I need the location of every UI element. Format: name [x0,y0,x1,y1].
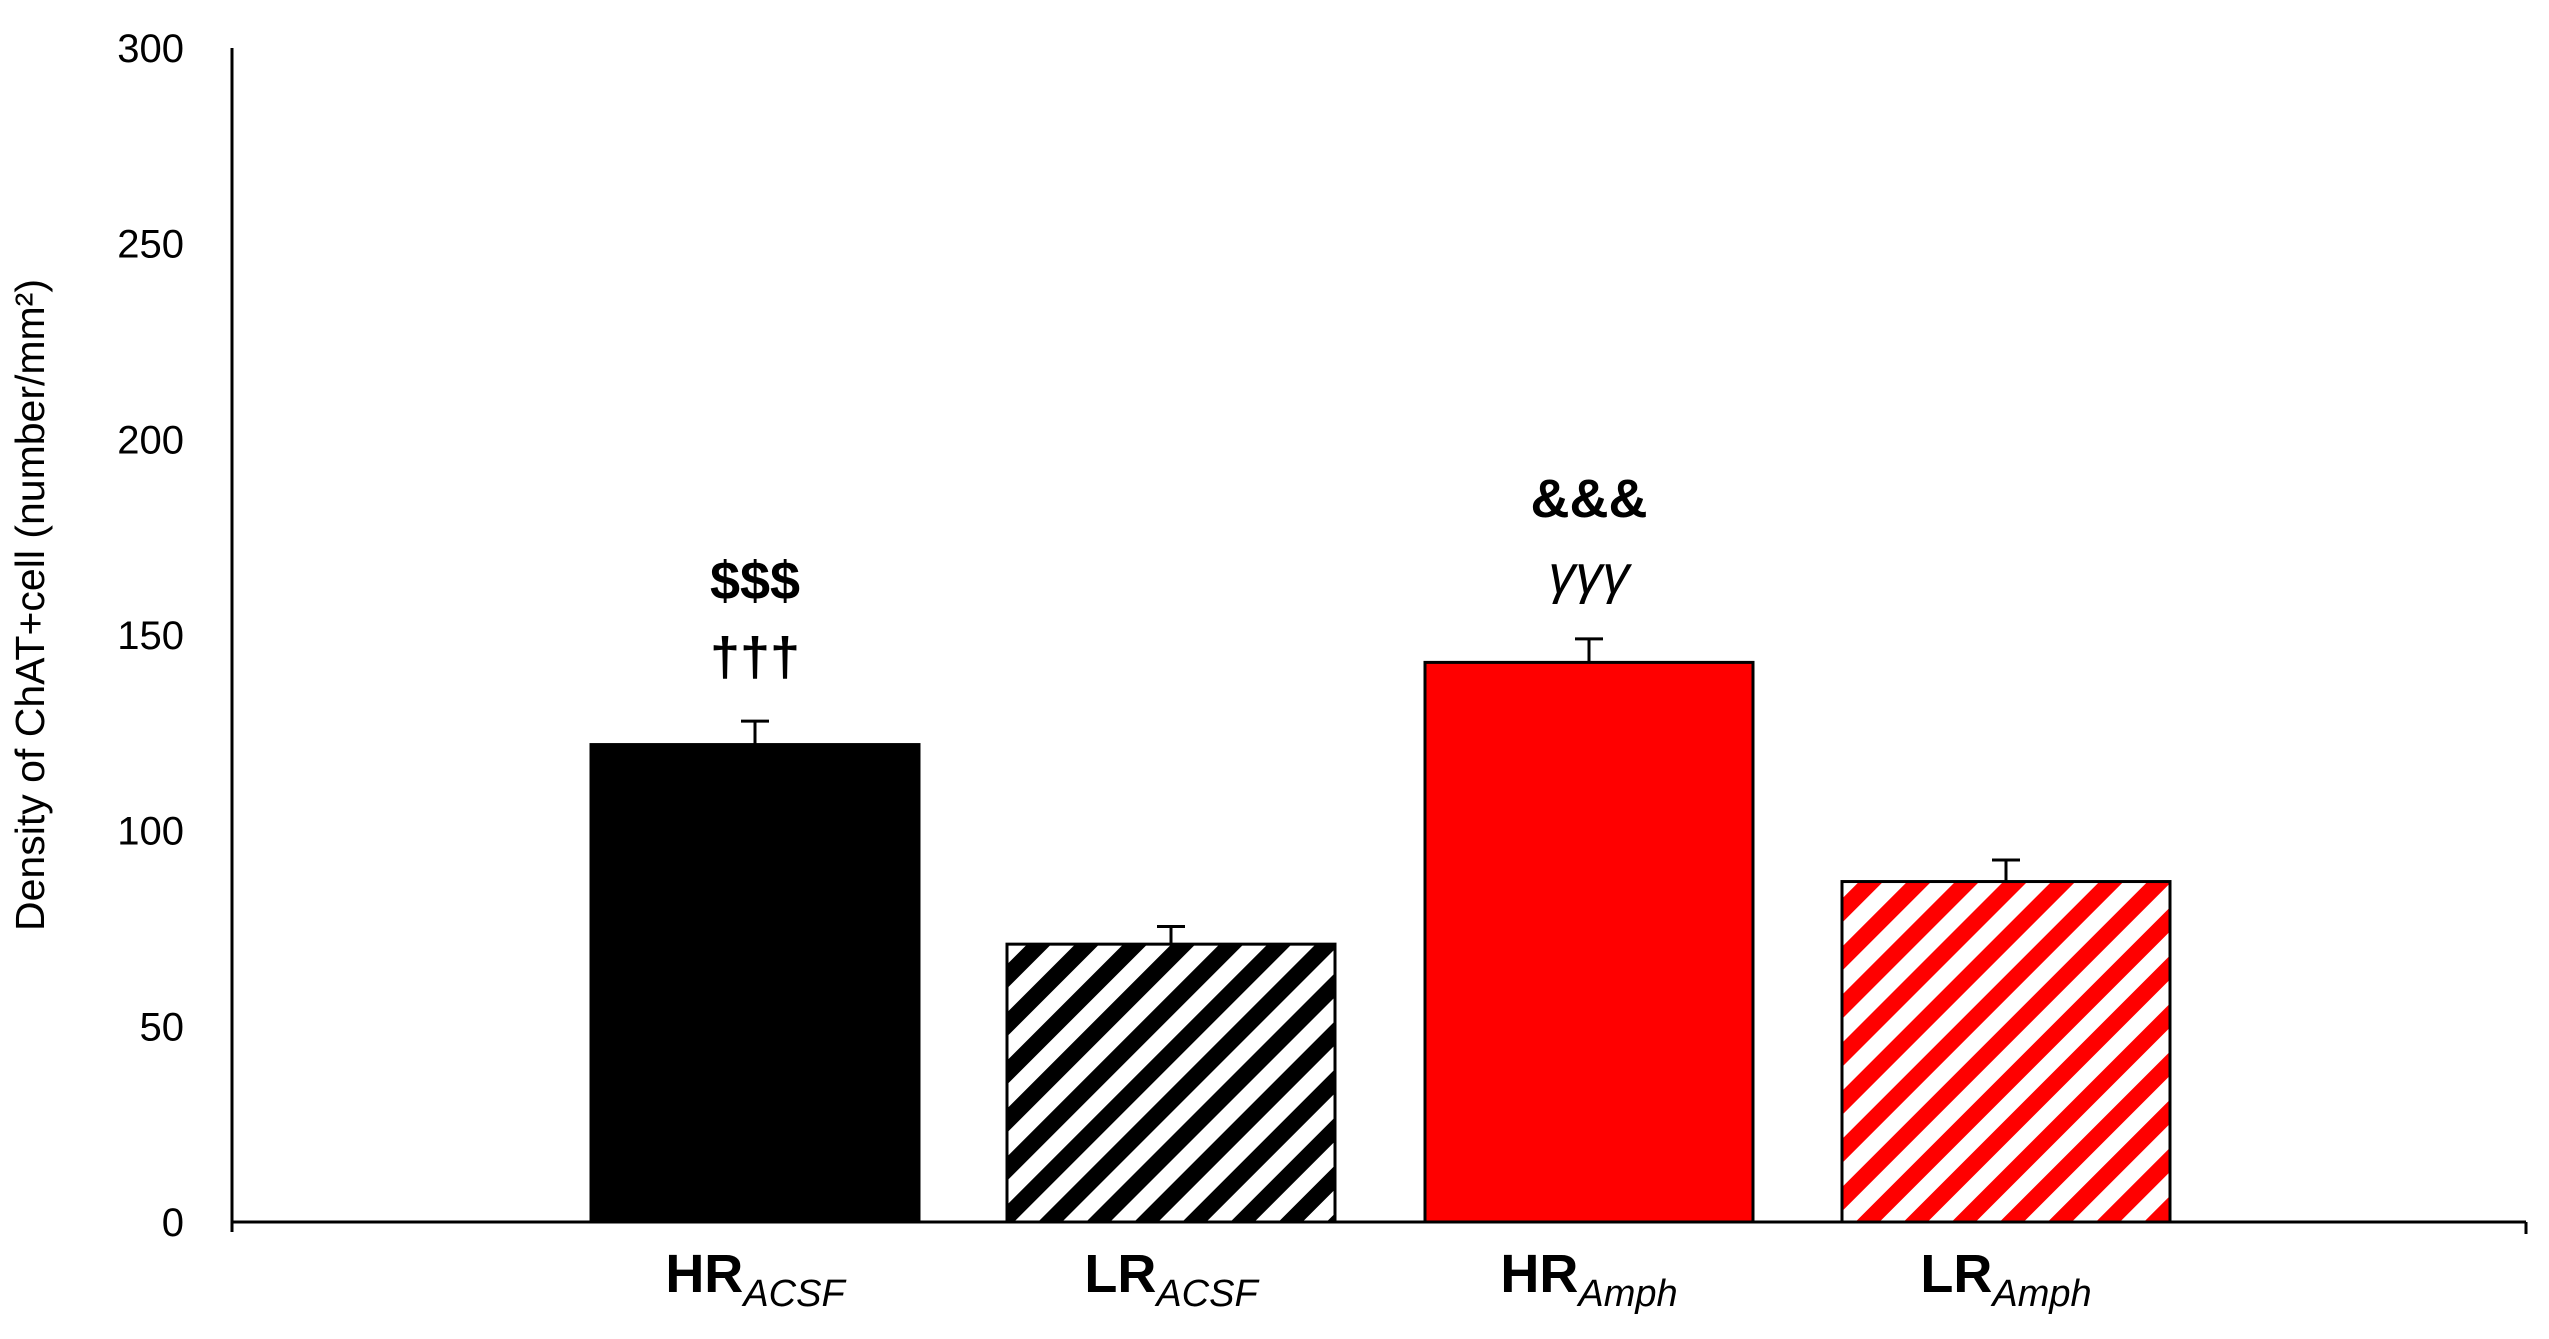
x-tick-label: LRACSF [1084,1244,1259,1315]
significance-annotation: γγγ [1549,545,1633,605]
x-tick-label: HRACSF [665,1244,846,1315]
y-tick-label: 50 [140,1005,185,1049]
significance-annotation: $$$ [710,551,800,611]
annotations: $$$ ††† &&& γγγ [710,469,1648,687]
significance-annotation: &&& [1531,469,1648,529]
y-tick-label: 0 [162,1201,184,1245]
y-axis-label: Density of ChAT+cell (number/mm²) [7,279,53,931]
bar [589,743,921,1224]
x-axis [232,1220,2528,1234]
y-tick-label: 150 [117,614,184,658]
y-axis: 0 50 100 150 200 250 300 [117,27,234,1245]
bar [1005,942,1337,1224]
y-tick-label: 200 [117,418,184,462]
category-labels: HRACSF LRACSF HRAmph LRAmph [665,1244,2091,1315]
significance-annotation: ††† [710,627,800,687]
bars [589,660,2172,1224]
bar [1423,660,1755,1224]
y-tick-label: 300 [117,27,184,71]
bar [1840,880,2172,1224]
x-tick-label: HRAmph [1500,1244,1677,1315]
error-bars [741,637,2020,945]
y-tick-label: 100 [117,810,184,854]
x-tick-label: LRAmph [1920,1244,2091,1315]
y-tick-label: 250 [117,223,184,267]
